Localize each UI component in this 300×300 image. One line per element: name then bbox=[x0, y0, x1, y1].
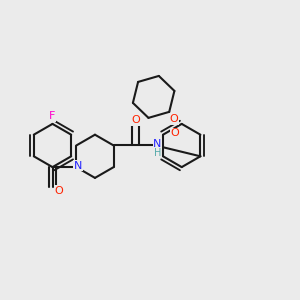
Text: N: N bbox=[74, 160, 82, 171]
Text: O: O bbox=[170, 114, 178, 124]
Text: F: F bbox=[49, 111, 56, 122]
Text: O: O bbox=[171, 128, 179, 138]
Text: O: O bbox=[54, 186, 63, 196]
Text: O: O bbox=[131, 115, 140, 125]
Text: H: H bbox=[154, 148, 161, 158]
Text: N: N bbox=[153, 139, 161, 149]
